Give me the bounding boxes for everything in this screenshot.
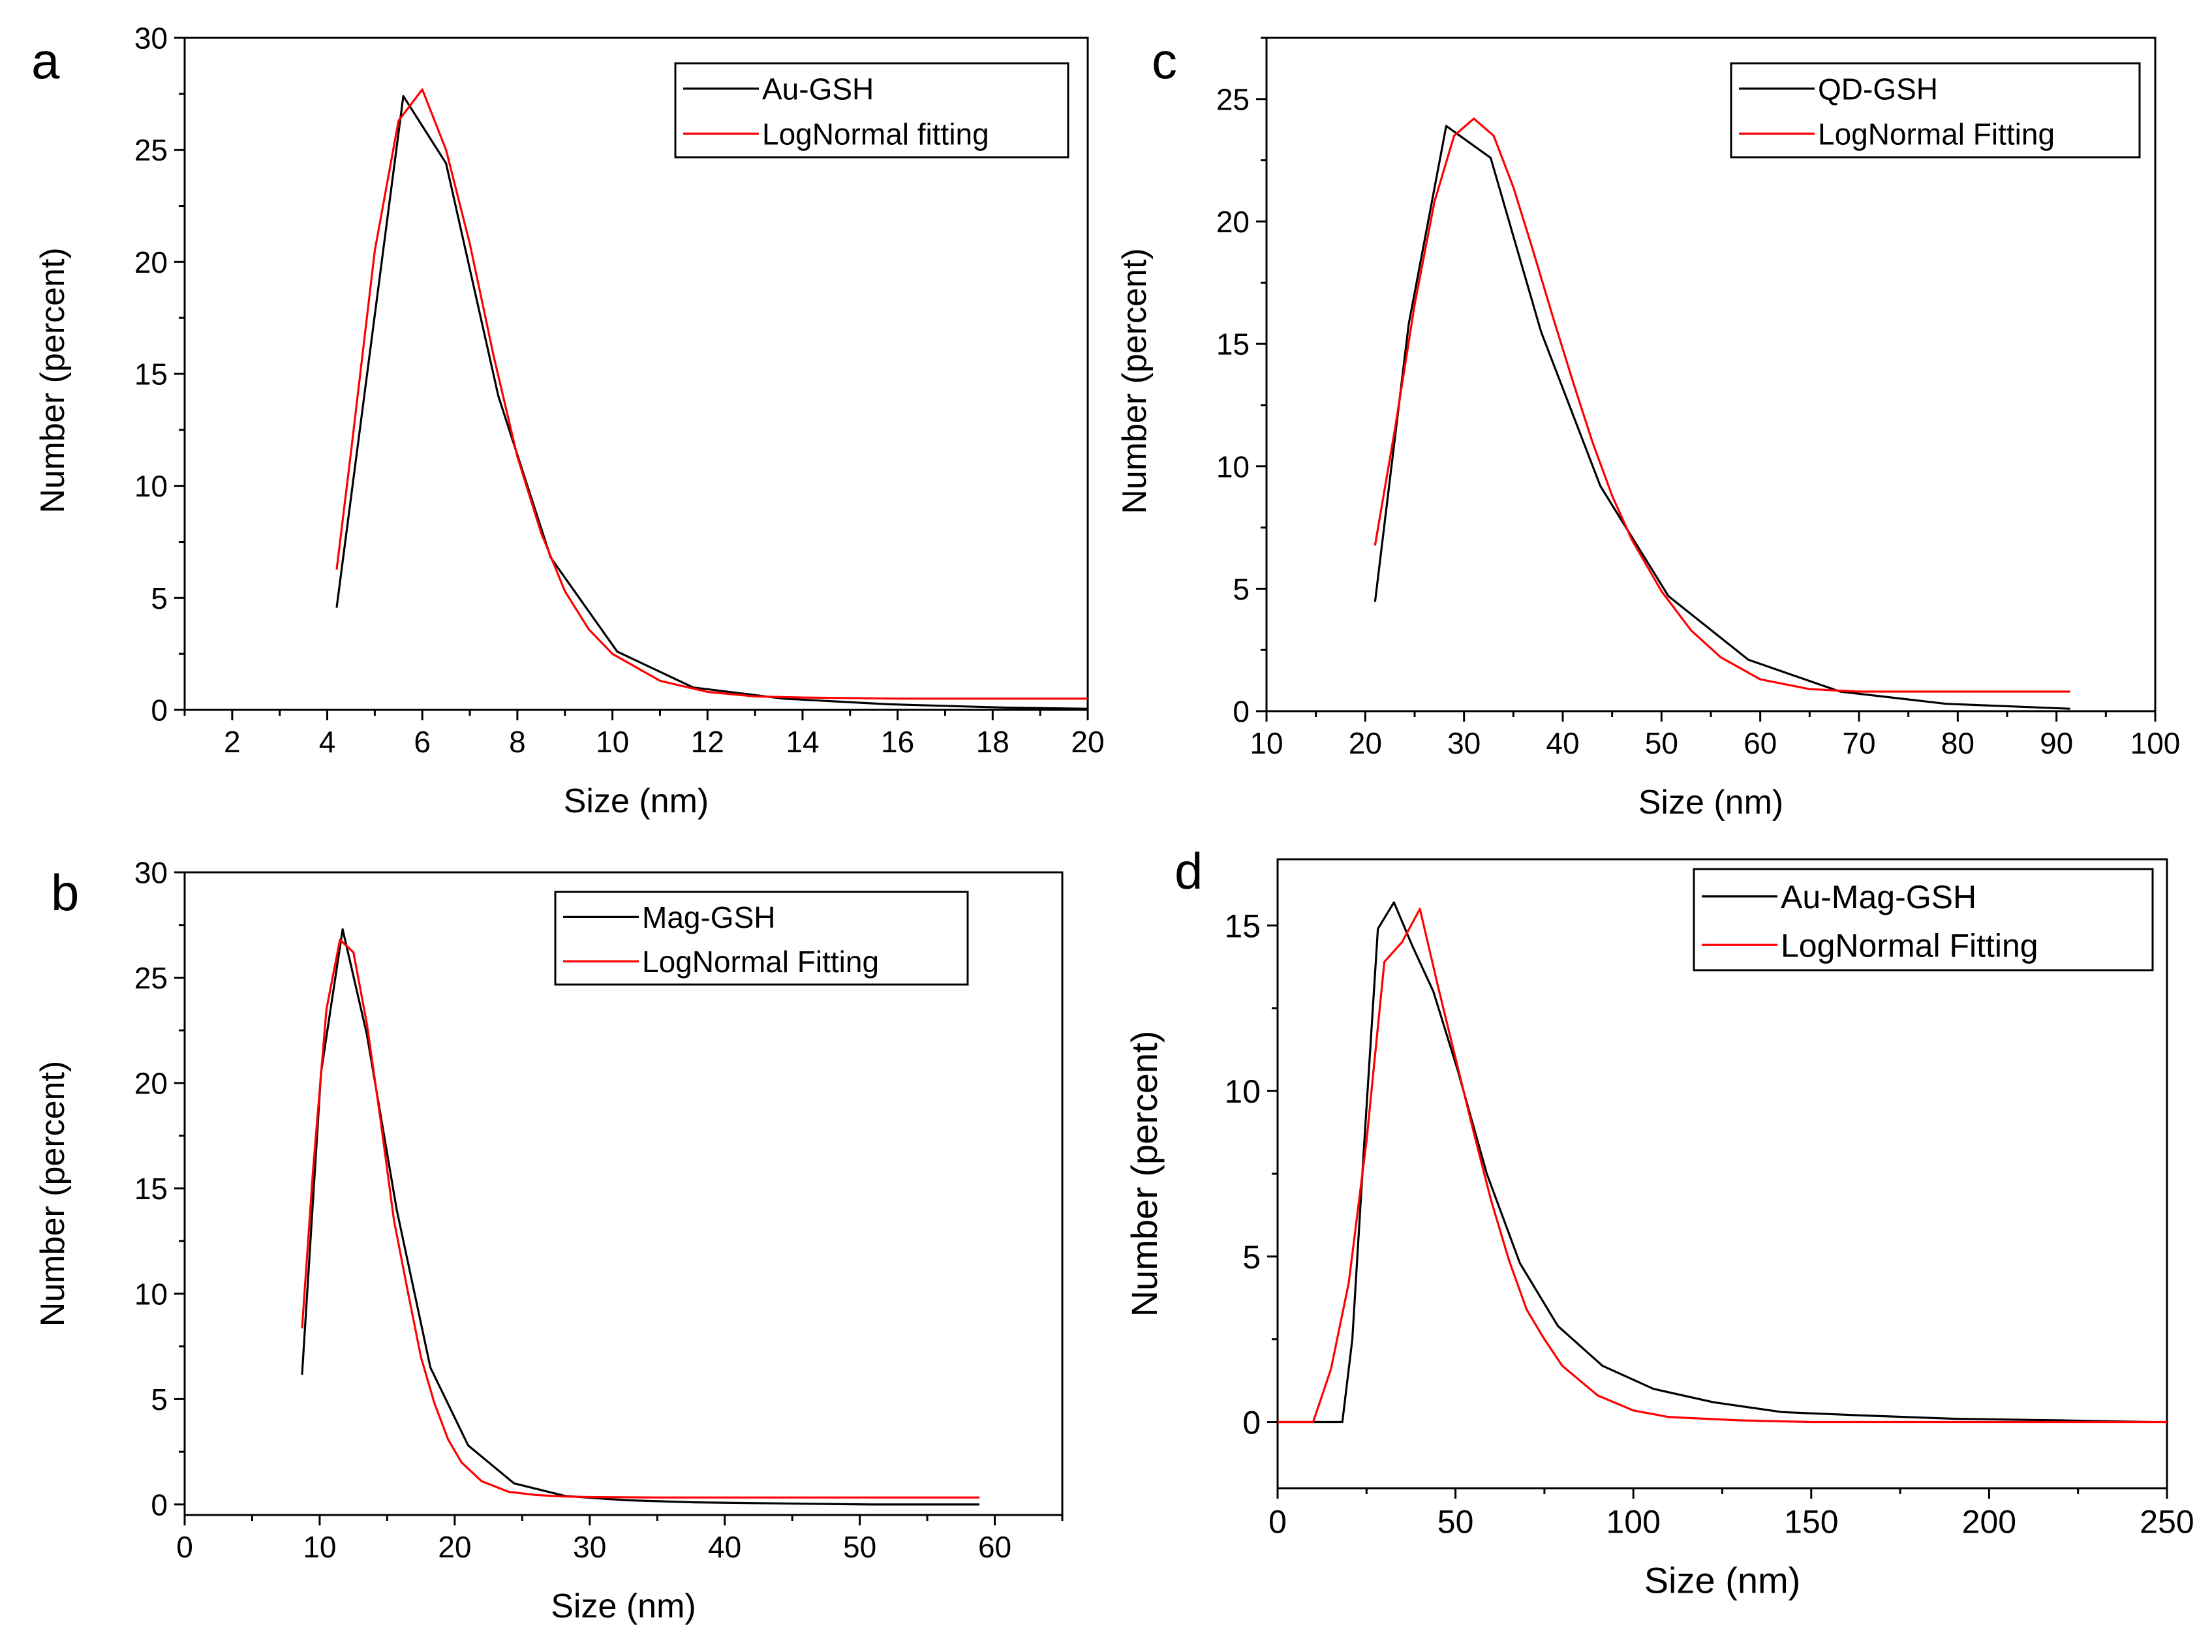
x-tick-label: 50	[1645, 726, 1678, 760]
data-series-line	[335, 95, 1088, 710]
x-tick-label: 150	[1784, 1504, 1838, 1540]
legend-box	[674, 62, 1069, 159]
x-tick-label: 0	[1268, 1504, 1287, 1540]
x-tick-label: 100	[2130, 726, 2181, 760]
y-tick-label: 30	[134, 856, 168, 890]
legend-label: LogNormal Fitting	[1818, 117, 2055, 151]
y-tick-label: 0	[1233, 695, 1250, 729]
y-axis-label: Number (percent)	[34, 247, 72, 513]
y-tick-label: 5	[151, 581, 168, 615]
panel-b: b 0 10 20 30 40 50 60 0 5 10 15 20 25 30 Size (nm) Numbe…	[34, 856, 1064, 1625]
panel-d: d 0 50 100 150 200 250 0 5 10 15 Size (nm) Number (p…	[1124, 842, 2194, 1601]
x-tick-label: 16	[881, 725, 914, 759]
legend-label: QD-GSH	[1818, 72, 1938, 106]
y-tick-label: 10	[134, 1277, 168, 1311]
legend-label: LogNormal Fitting	[1781, 927, 2038, 964]
panel-letter: d	[1175, 842, 1203, 900]
x-tick-label: 200	[1962, 1504, 2016, 1540]
panel-letter: a	[31, 32, 60, 89]
x-tick-label: 90	[2040, 726, 2073, 760]
y-tick-label: 30	[134, 22, 168, 55]
x-tick-label: 2	[224, 725, 241, 759]
legend-box	[1693, 868, 2154, 971]
x-axis-label: Size (nm)	[1638, 784, 1783, 821]
x-tick-label: 0	[176, 1530, 193, 1564]
x-tick-label: 50	[1437, 1504, 1474, 1540]
x-tick-label: 6	[414, 725, 431, 759]
data-series-line	[1374, 125, 2070, 710]
y-axis-label: Number (percent)	[34, 1061, 72, 1326]
y-tick-label: 10	[134, 469, 168, 503]
legend-box	[554, 891, 969, 986]
x-tick-label: 10	[596, 725, 629, 759]
panel-a: a 2 4 6 8 10 12 14 16 18 20 0 5 10 15 20 25 30 Size (nm) Nu…	[31, 22, 1105, 821]
x-tick-label: 10	[1250, 726, 1283, 760]
fit-series-line	[301, 938, 980, 1499]
fit-series-line	[335, 88, 1088, 700]
y-tick-label: 20	[134, 1067, 168, 1101]
y-tick-label: 5	[1233, 572, 1250, 606]
x-tick-label: 10	[303, 1530, 336, 1564]
x-tick-label: 30	[573, 1530, 606, 1564]
x-tick-label: 40	[708, 1530, 741, 1564]
y-axis-label: Number (percent)	[1116, 248, 1154, 513]
y-tick-label: 20	[134, 245, 168, 279]
fit-series-line	[1374, 117, 2070, 693]
x-tick-label: 80	[1941, 726, 1974, 760]
x-tick-label: 60	[1743, 726, 1777, 760]
y-tick-label: 5	[1242, 1239, 1261, 1276]
x-tick-label: 70	[1842, 726, 1875, 760]
x-tick-label: 8	[509, 725, 526, 759]
panel-c: c 10 20 30 40 50 60 70 80 90 100 0 5 10 15 20 25 Size (nm…	[1116, 32, 2180, 821]
y-tick-label: 5	[151, 1383, 168, 1416]
plot-frame	[183, 871, 1064, 1516]
x-tick-label: 18	[976, 725, 1009, 759]
legend-label: LogNormal Fitting	[642, 945, 879, 979]
x-tick-label: 14	[786, 725, 819, 759]
legend-label: Au-GSH	[762, 72, 874, 106]
x-tick-label: 50	[843, 1530, 876, 1564]
x-tick-label: 12	[691, 725, 724, 759]
x-axis-label: Size (nm)	[551, 1587, 696, 1625]
x-tick-label: 30	[1447, 726, 1481, 760]
y-tick-label: 25	[134, 961, 168, 995]
y-tick-label: 25	[1216, 82, 1250, 116]
legend-box	[1730, 62, 2141, 159]
legend-label: Au-Mag-GSH	[1781, 879, 1976, 915]
fit-series-line	[1278, 908, 2167, 1424]
panel-letter: c	[1152, 32, 1177, 89]
y-tick-label: 15	[1224, 908, 1261, 944]
y-tick-label: 15	[134, 358, 168, 391]
x-tick-label: 60	[978, 1530, 1011, 1564]
legend-label: Mag-GSH	[642, 900, 775, 934]
data-series-line	[1278, 901, 2151, 1424]
legend-label: LogNormal fitting	[762, 117, 989, 151]
y-tick-label: 20	[1216, 205, 1250, 239]
x-tick-label: 100	[1606, 1504, 1660, 1540]
y-tick-label: 0	[1242, 1405, 1261, 1441]
y-tick-label: 10	[1216, 450, 1250, 483]
panel-letter: b	[51, 864, 79, 921]
y-tick-label: 10	[1224, 1073, 1261, 1110]
y-tick-label: 15	[134, 1172, 168, 1206]
x-tick-label: 250	[2140, 1504, 2194, 1540]
y-tick-label: 15	[1216, 328, 1250, 361]
x-tick-label: 20	[438, 1530, 471, 1564]
x-tick-label: 4	[319, 725, 336, 759]
x-tick-label: 20	[1349, 726, 1382, 760]
y-tick-label: 0	[151, 1488, 168, 1522]
x-tick-label: 40	[1546, 726, 1579, 760]
y-tick-label: 25	[134, 133, 168, 167]
y-axis-label: Number (percent)	[1124, 1031, 1165, 1317]
x-tick-label: 20	[1071, 725, 1104, 759]
x-axis-label: Size (nm)	[1644, 1560, 1801, 1601]
y-tick-label: 0	[151, 694, 168, 727]
x-axis-label: Size (nm)	[564, 782, 709, 820]
